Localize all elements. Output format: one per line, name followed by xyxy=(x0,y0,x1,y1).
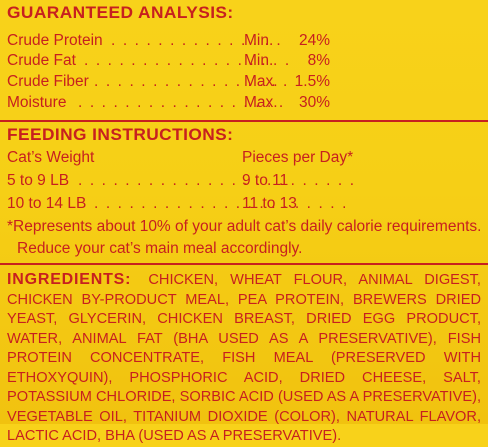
analysis-label: Moisture xyxy=(7,94,67,111)
analysis-qualifier: Max. xyxy=(244,73,278,90)
section-divider xyxy=(0,120,488,122)
analysis-value: 1.5% xyxy=(294,73,330,90)
section-divider xyxy=(0,263,488,265)
analysis-qualifier: Max. xyxy=(244,94,278,111)
pieces-per-day: 11 to 13 xyxy=(242,195,297,212)
cat-weight: 5 to 9 LB xyxy=(7,172,70,189)
cat-weight: 10 to 14 LB xyxy=(7,195,87,212)
analysis-value: 8% xyxy=(307,52,330,69)
footnote-line: *Represents about 10% of your adult cat’… xyxy=(7,218,482,235)
feeding-heading: FEEDING INSTRUCTIONS: xyxy=(7,126,234,144)
ingredients-label: INGREDIENTS: xyxy=(7,271,132,288)
analysis-label: Crude Fiber xyxy=(7,73,89,90)
dot-leader: . . . . . . . . . . . . . . . . . . . . … xyxy=(94,195,348,212)
pieces-column-header: Pieces per Day* xyxy=(242,149,354,166)
analysis-qualifier: Min. xyxy=(244,52,274,69)
analysis-label: Crude Protein xyxy=(7,32,103,49)
analysis-value: 30% xyxy=(298,94,330,111)
ingredients-text: CHICKEN, WHEAT FLOUR, ANIMAL DIGEST, CHI… xyxy=(7,272,481,444)
dot-leader: . . . . . . . . . . . . . . . . . . xyxy=(78,94,285,111)
weight-column-header: Cat’s Weight xyxy=(7,149,95,166)
dot-leader: . . . . . . . . . . . . . . . . . . . . … xyxy=(78,172,356,189)
analysis-heading: GUARANTEED ANALYSIS: xyxy=(7,4,234,22)
analysis-label: Crude Fat xyxy=(7,52,76,69)
analysis-value: 24% xyxy=(298,32,330,49)
dot-leader: . . . . . . . . . . . . . . . . . . xyxy=(84,52,291,69)
ingredients-paragraph: INGREDIENTS: CHICKEN, WHEAT FLOUR, ANIMA… xyxy=(7,270,481,447)
dot-leader: . . . . . . . . . . . . . . . xyxy=(111,32,283,49)
analysis-qualifier: Min. xyxy=(244,32,274,49)
nutrition-label-panel: GUARANTEED ANALYSIS: Crude Protein . . .… xyxy=(0,4,488,444)
pieces-per-day: 9 to 11 xyxy=(242,172,289,189)
calorie-footnote: *Represents about 10% of your adult cat’… xyxy=(7,216,485,260)
footnote-line: Reduce your cat’s main meal accordingly. xyxy=(17,240,303,257)
dot-leader: . . . . . . . . . . . . . . . . . xyxy=(94,73,289,90)
